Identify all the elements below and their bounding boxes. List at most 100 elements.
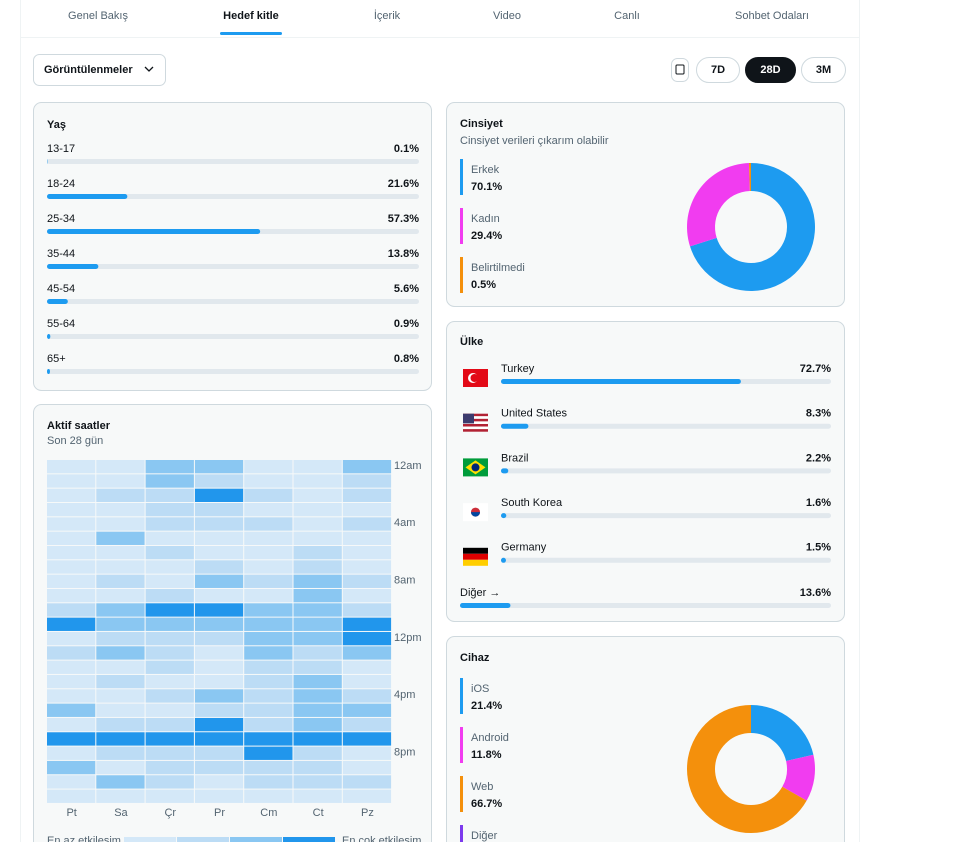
- donut-slice: [687, 163, 750, 247]
- heatmap-cell: [194, 517, 244, 531]
- bar: [501, 557, 506, 563]
- heatmap-cell: [293, 717, 342, 732]
- legend-swatch: [124, 837, 176, 842]
- bar-track: [47, 369, 419, 374]
- flag: [463, 418, 488, 422]
- period-button[interactable]: [745, 57, 796, 83]
- heatmap-cell: [47, 545, 96, 560]
- heatmap-cell: [145, 502, 194, 517]
- card-title: Cinsiyet: [460, 118, 503, 130]
- legend-value: 70.1%: [471, 181, 502, 193]
- day-label: Sa: [114, 807, 128, 819]
- flag: [463, 426, 488, 430]
- country-other-label[interactable]: Diğer →: [460, 587, 500, 599]
- day-label: Pz: [361, 807, 374, 819]
- day-label: Çr: [164, 807, 176, 819]
- heatmap-cell: [145, 689, 194, 703]
- heatmap-cell: [293, 775, 342, 789]
- heatmap-cell: [194, 588, 244, 603]
- tab[interactable]: Video: [493, 10, 521, 22]
- flag: [463, 429, 488, 432]
- heatmap-cell: [293, 789, 342, 803]
- heatmap-cell: [244, 789, 293, 803]
- calendar-button[interactable]: [671, 58, 689, 82]
- tab[interactable]: Genel Bakış: [68, 10, 128, 22]
- heatmap-cell: [293, 603, 342, 617]
- heatmap-cell: [96, 732, 145, 746]
- bar-track: [501, 513, 831, 519]
- hour-label: 8pm: [394, 747, 415, 759]
- heatmap-cell: [293, 502, 342, 517]
- heatmap-cell: [96, 574, 145, 588]
- legend-label: Android: [471, 732, 509, 744]
- heatmap-cell: [96, 517, 145, 531]
- heatmap-cell: [194, 560, 244, 574]
- heatmap-cell: [47, 717, 96, 732]
- hour-label: 12am: [394, 460, 422, 472]
- heatmap-cell: [194, 646, 244, 660]
- country-value: 1.5%: [806, 542, 831, 554]
- bar-track: [47, 299, 419, 304]
- flag: [463, 416, 488, 419]
- heatmap-cell: [145, 674, 194, 689]
- heatmap-cell: [293, 545, 342, 560]
- age-card: [33, 102, 432, 391]
- heatmap-cell: [342, 531, 392, 545]
- country-value: 1.6%: [806, 497, 831, 509]
- heatmap-cell: [96, 789, 145, 803]
- heatmap-cell: [47, 775, 96, 789]
- legend-swatch: [460, 257, 463, 293]
- heatmap-cell: [293, 617, 342, 631]
- heatmap-cell: [244, 460, 293, 474]
- period-button[interactable]: [801, 57, 846, 83]
- heatmap-cell: [145, 517, 194, 531]
- heatmap-cell: [342, 775, 392, 789]
- heatmap-cell: [342, 574, 392, 588]
- donut-slice: [748, 163, 751, 192]
- legend-value: 0.5%: [471, 279, 496, 291]
- card-subtitle: Cinsiyet verileri çıkarım olabilir: [460, 135, 609, 147]
- tab[interactable]: Canlı: [614, 10, 640, 22]
- bar-track: [501, 468, 831, 474]
- legend-swatch: [460, 208, 463, 244]
- heatmap-cell: [145, 588, 194, 603]
- heatmap-cell: [244, 517, 293, 531]
- heatmap-cell: [244, 746, 293, 760]
- country-label: South Korea: [501, 497, 563, 509]
- bar: [460, 603, 511, 608]
- heatmap-cell: [145, 545, 194, 560]
- age-label: 18-24: [47, 178, 75, 190]
- heatmap-cell: [96, 674, 145, 689]
- heatmap-cell: [47, 531, 96, 545]
- period-button[interactable]: [696, 57, 740, 83]
- legend-low: En az etkileşim: [47, 835, 121, 842]
- heatmap-cell: [47, 617, 96, 631]
- card-title: Cihaz: [460, 652, 490, 664]
- gender-card: [446, 102, 845, 307]
- heatmap-cell: [47, 674, 96, 689]
- heatmap-cell: [194, 531, 244, 545]
- tab[interactable]: İçerik: [374, 9, 401, 22]
- age-value: 57.3%: [388, 213, 419, 225]
- flag: [463, 553, 488, 560]
- heatmap-cell: [47, 588, 96, 603]
- filter-dropdown[interactable]: [33, 54, 166, 86]
- heatmap-cell: [244, 760, 293, 775]
- age-value: 13.8%: [388, 248, 419, 260]
- heatmap-cell: [47, 646, 96, 660]
- heatmap-cell: [244, 660, 293, 674]
- heatmap-cell: [47, 631, 96, 646]
- heatmap-cell: [244, 588, 293, 603]
- tab[interactable]: Sohbet Odaları: [735, 10, 809, 22]
- heatmap-cell: [194, 760, 244, 775]
- bar: [47, 264, 99, 269]
- heatmap-cell: [244, 603, 293, 617]
- tab[interactable]: Hedef kitle: [223, 10, 279, 22]
- heatmap-cell: [342, 460, 392, 474]
- heatmap-cell: [342, 588, 392, 603]
- heatmap-cell: [293, 531, 342, 545]
- heatmap-cell: [194, 717, 244, 732]
- age-label: 45-54: [47, 283, 75, 295]
